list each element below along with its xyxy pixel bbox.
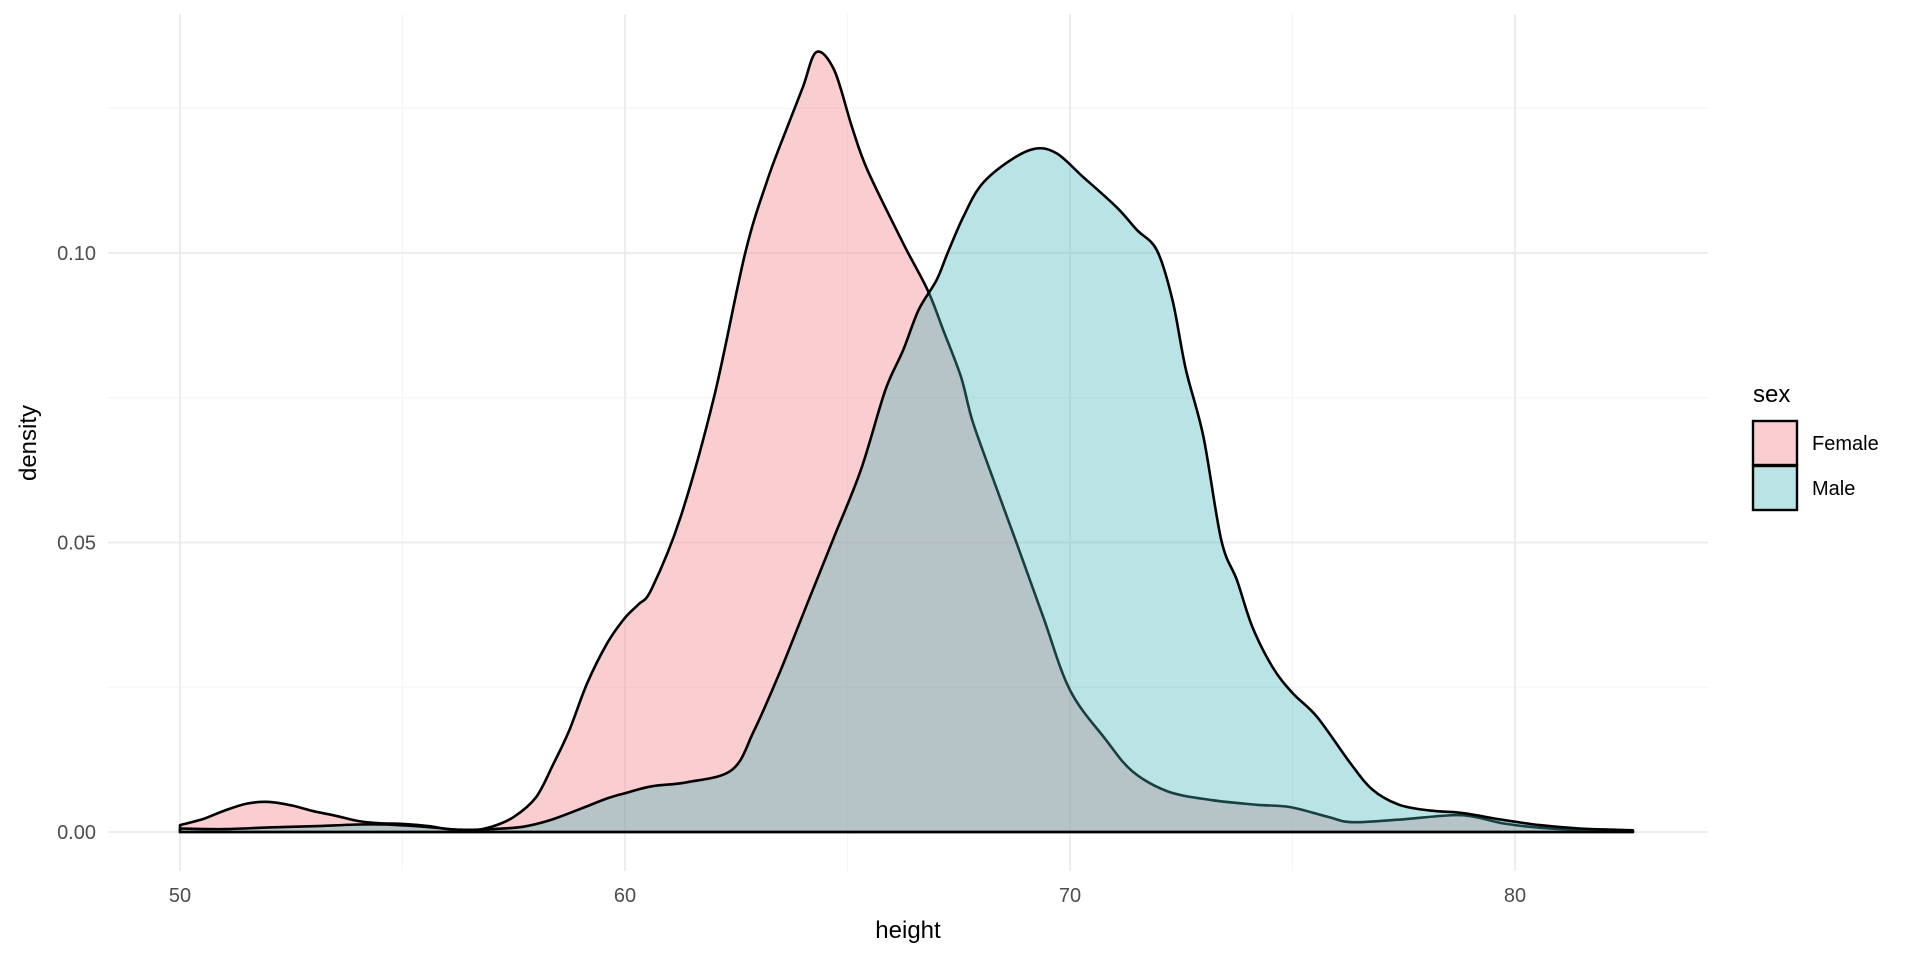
y-tick-label: 0.10 [57, 243, 96, 265]
legend-key-female [1751, 419, 1799, 467]
x-tick-label: 80 [1504, 885, 1526, 907]
axis-tick-labels: 50 60 70 80 0.00 0.05 0.10 [57, 243, 1526, 907]
gridlines-minor [108, 14, 1708, 871]
y-tick-label: 0.00 [57, 822, 96, 844]
y-tick-label: 0.05 [57, 533, 96, 555]
x-tick-label: 70 [1059, 885, 1081, 907]
density-area-male [178, 146, 1635, 834]
legend-entries: Female Male [1751, 419, 1879, 512]
legend-label-female: Female [1812, 433, 1879, 455]
x-tick-label: 50 [169, 885, 191, 907]
density-areas [178, 50, 1635, 834]
y-axis-title: density [15, 405, 42, 481]
legend-key-male [1751, 464, 1799, 512]
legend-label-male: Male [1812, 478, 1855, 500]
legend: sex Female Male [1751, 381, 1879, 512]
legend-title: sex [1753, 381, 1790, 408]
x-axis-title: height [875, 917, 941, 944]
x-tick-label: 60 [614, 885, 636, 907]
